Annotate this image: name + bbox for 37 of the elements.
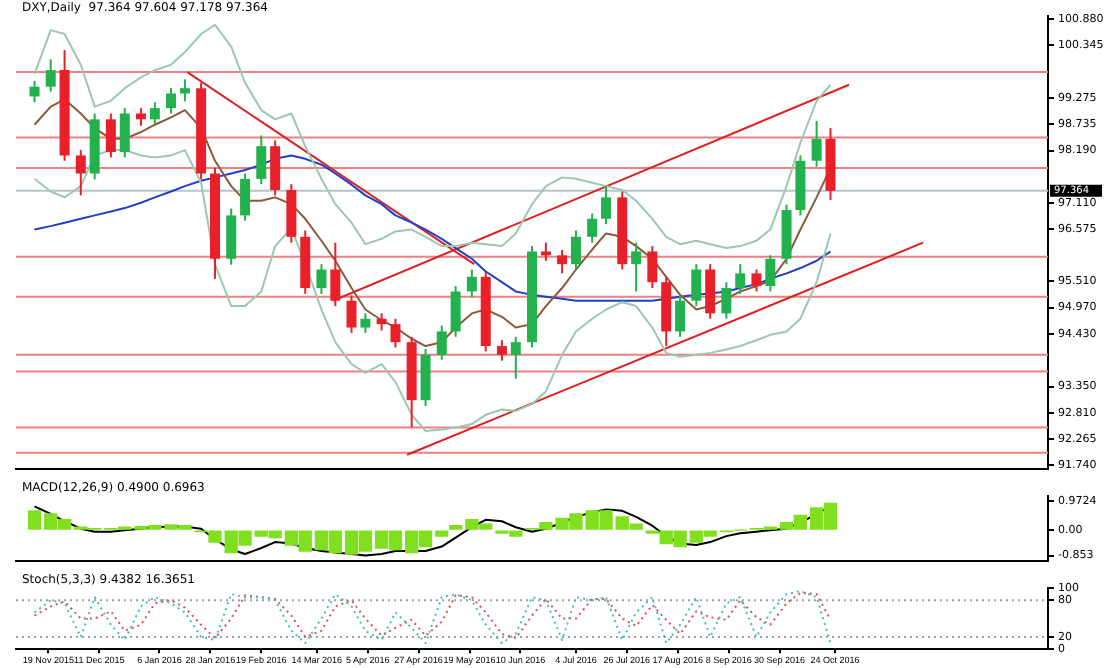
candlestick [570,229,581,271]
candlestick [450,285,461,338]
candlestick [510,335,521,380]
candlestick [675,294,686,338]
candlestick [496,339,507,362]
candlestick [631,241,642,293]
candlestick [29,79,40,104]
candlestick [149,101,160,126]
candlestick [587,212,598,244]
candlestick [436,324,447,361]
candlestick [735,263,746,295]
candlestick [705,263,716,320]
candlestick [751,268,762,293]
candlestick [691,263,702,308]
candlestick [75,149,86,197]
candlestick [240,172,251,222]
candlestick [540,241,551,262]
candlestick [390,317,401,349]
candlestick [166,87,177,115]
candlestick [420,347,431,408]
candlestick [256,134,267,186]
candlestick [179,78,190,103]
candlestick [765,254,776,293]
candlestick [226,207,237,266]
candlestick [647,245,658,290]
candlestick [119,107,130,159]
candlestick [286,183,297,244]
candlestick [45,58,56,93]
candlestick [601,185,612,226]
candlestick [105,112,116,159]
candlestick [721,281,732,320]
candlestick [811,119,822,168]
candlestick [466,268,477,299]
candlestick [316,263,327,295]
candlestick [360,312,371,334]
candlestick [557,249,568,275]
candlestick [270,139,281,197]
